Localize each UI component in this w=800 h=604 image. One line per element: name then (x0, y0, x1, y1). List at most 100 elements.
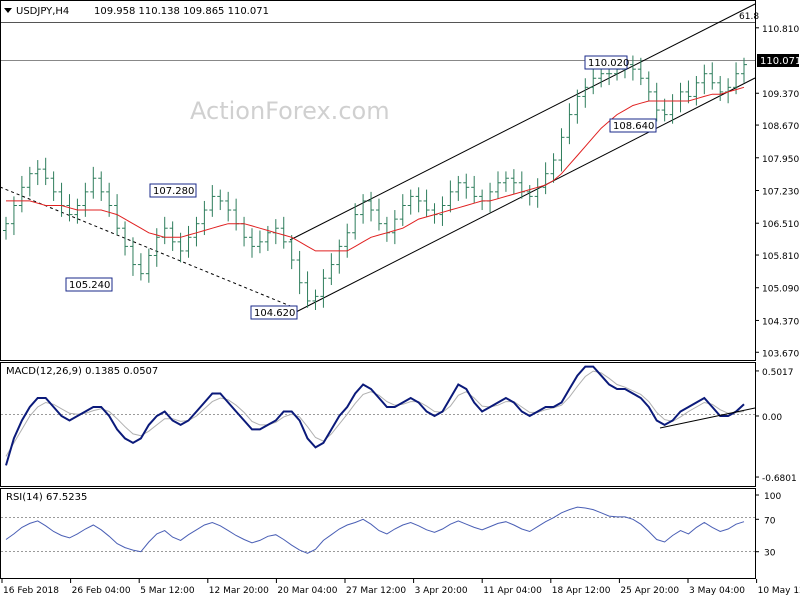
candle (90, 166, 97, 199)
price-tick-label: 103.670 (762, 349, 799, 359)
candle (439, 196, 446, 226)
candle (375, 198, 382, 231)
candle (169, 221, 176, 251)
candle (137, 253, 144, 281)
price-tick-label: 110.810 (762, 25, 799, 35)
candle (447, 180, 454, 213)
candle (304, 271, 311, 308)
candle (288, 235, 295, 270)
candle (558, 128, 565, 172)
lower-trendline (0, 186, 301, 311)
annotation-105240: 105.240 (65, 277, 113, 292)
candle (161, 216, 168, 245)
candle (495, 171, 501, 199)
macd-trendline (659, 407, 756, 429)
candle (82, 182, 89, 217)
candle (574, 89, 581, 124)
rsi-tick-label: 70 (764, 516, 776, 526)
candle (677, 82, 684, 113)
price-tick-label: 106.510 (762, 220, 799, 230)
current-price-tag: 110.071 (757, 54, 800, 67)
candle (233, 198, 240, 231)
candle (58, 182, 65, 217)
annotation-104620: 104.620 (250, 305, 298, 320)
candle (3, 216, 9, 240)
candle (701, 64, 708, 95)
candle (360, 194, 367, 224)
candle (383, 216, 390, 242)
macd-title: MACD(12,26,9) 0.1385 0.0507 (6, 366, 158, 377)
annotation-110020: 110.020 (584, 55, 629, 70)
ohlc-values: 109.958 110.138 109.865 110.071 (94, 6, 269, 17)
price-tick-label: 107.230 (762, 187, 799, 197)
candle (209, 185, 216, 217)
candle (368, 191, 375, 222)
candle (344, 223, 351, 258)
candle (256, 230, 263, 254)
macd-tick-label: 0.5017 (762, 368, 794, 378)
candle (74, 198, 81, 224)
price-header: USDJPY,H4 109.958 110.138 109.865 110.07… (4, 6, 269, 17)
watermark: ActionForex.com (190, 97, 390, 125)
candle (661, 98, 668, 122)
macd-panel-frame (0, 362, 756, 487)
candle (741, 57, 747, 83)
candle (582, 78, 589, 108)
candle (542, 162, 549, 195)
candle (534, 178, 541, 208)
candle (645, 71, 652, 101)
rsi-line (5, 506, 745, 554)
rsi-tick-label: 100 (764, 492, 781, 502)
price-tick-label: 104.370 (762, 317, 799, 327)
x-tick-label: 16 Feb 2018 (3, 586, 59, 596)
x-tick-label: 3 May 04:00 (689, 586, 745, 596)
candle (733, 62, 740, 95)
candle (320, 269, 327, 308)
x-tick-label: 10 May 12:00 (758, 586, 800, 596)
channel-lower (295, 77, 756, 313)
candle (280, 216, 287, 249)
dropdown-triangle-icon (4, 8, 12, 13)
x-tick-label: 5 Mar 12:00 (140, 586, 195, 596)
fib-618-label: 61.8 (739, 12, 759, 22)
candle (241, 216, 248, 247)
x-tick-label: 20 Mar 04:00 (277, 586, 337, 596)
candle (566, 103, 573, 145)
annotation-107280: 107.280 (149, 183, 197, 198)
symbol-label: USDJPY,H4 (16, 6, 69, 17)
candle (50, 171, 57, 201)
svg-text:105.240: 105.240 (69, 280, 110, 291)
candles-layer (3, 55, 747, 311)
candle (106, 182, 113, 217)
candle (399, 194, 406, 226)
candle (598, 66, 605, 88)
svg-text:108.640: 108.640 (613, 121, 654, 132)
candle (423, 189, 430, 217)
candle (34, 160, 41, 186)
x-axis: 16 Feb 2018 26 Feb 04:00 5 Mar 12:00 12 Mar… (1, 579, 800, 596)
candle (296, 250, 303, 295)
candle (10, 196, 17, 236)
candle (42, 157, 49, 186)
candle (407, 189, 414, 215)
candle (145, 248, 152, 283)
candle (328, 253, 335, 286)
candle (709, 62, 716, 90)
price-tick-label: 109.370 (762, 90, 799, 100)
rsi-tick-label: 30 (764, 549, 776, 559)
candle (431, 203, 438, 224)
candle (225, 191, 232, 222)
candle (518, 171, 525, 199)
candle (463, 173, 470, 199)
candle (717, 75, 724, 101)
x-tick-label: 11 Apr 04:00 (483, 586, 542, 596)
candle (193, 216, 200, 247)
x-tick-label: 3 Apr 20:00 (415, 586, 468, 596)
macd-line (5, 365, 745, 466)
macd-y-axis: 0.5017 0.00 -0.6801 (755, 368, 797, 484)
candle (18, 175, 25, 213)
candle (122, 221, 129, 256)
candle (471, 175, 478, 204)
candle (312, 289, 319, 311)
svg-text:110.020: 110.020 (588, 58, 629, 69)
